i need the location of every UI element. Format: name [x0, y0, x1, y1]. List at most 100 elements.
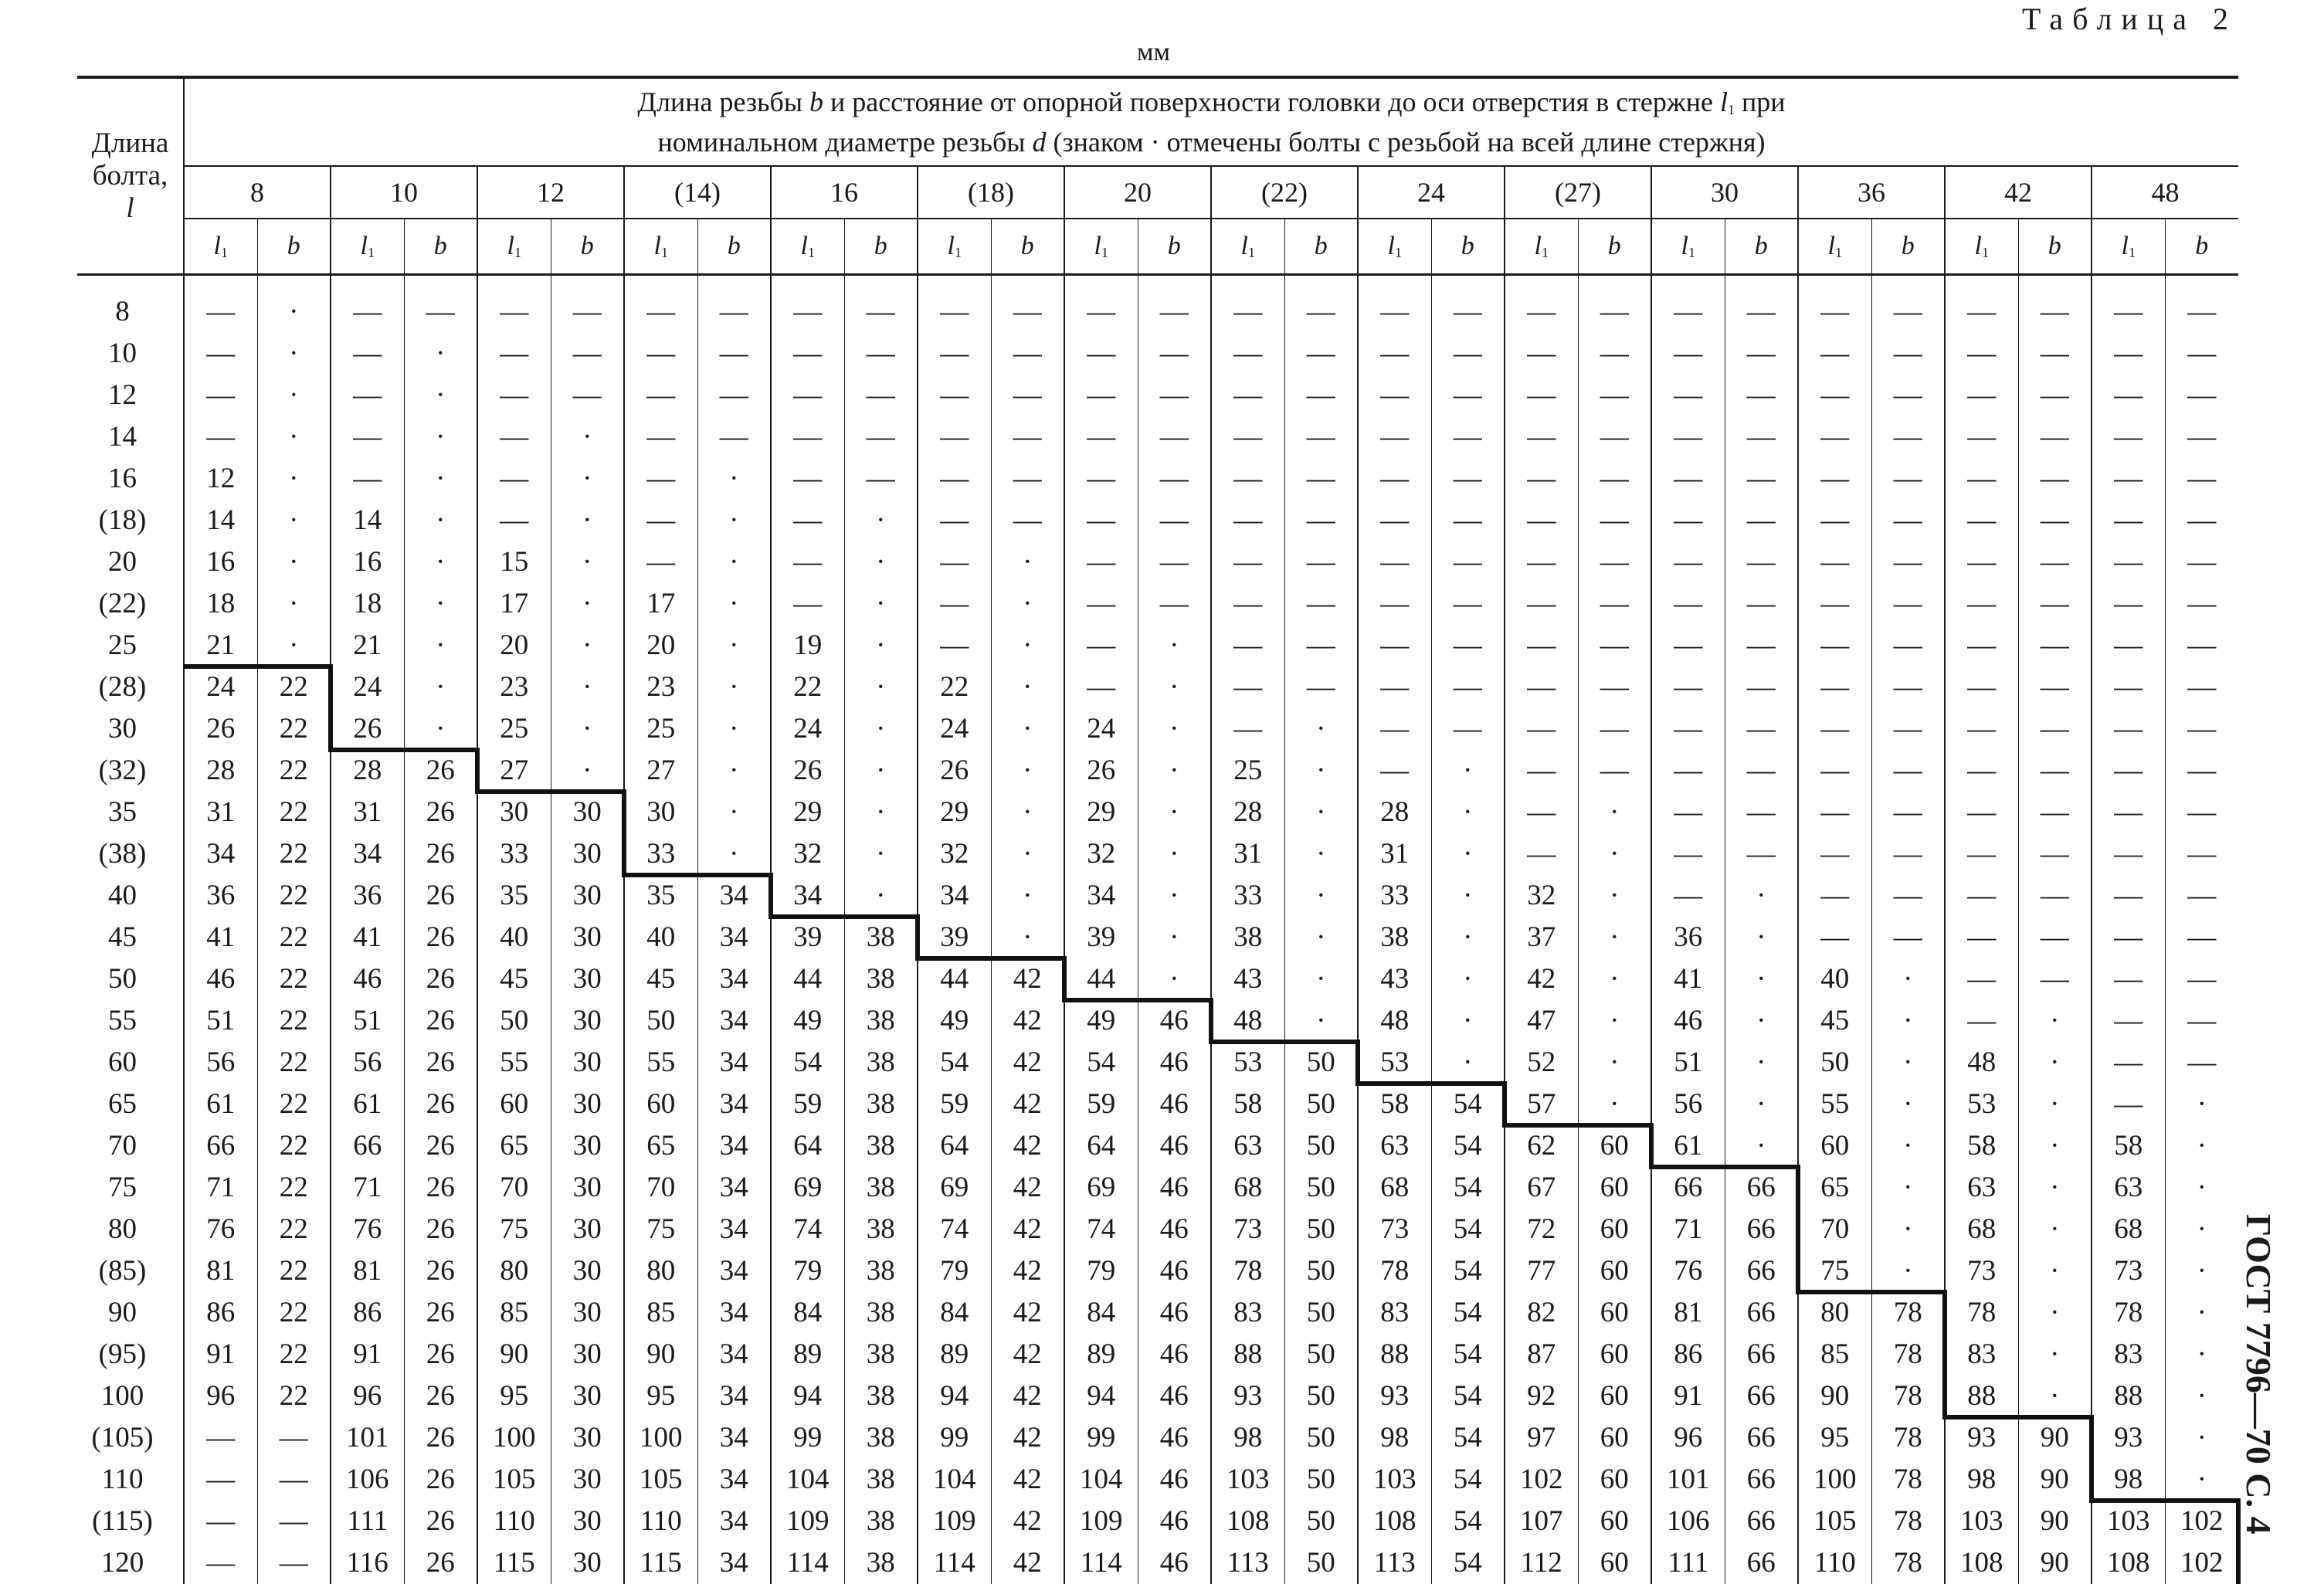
l1-value-cell: 106: [1651, 1501, 1725, 1542]
b-value-cell: 26: [403, 1501, 477, 1542]
l1-value-cell: —: [330, 416, 404, 458]
l1-value-cell: —: [1944, 291, 2018, 333]
l1-value-cell: —: [1064, 625, 1138, 667]
b-value-cell: 50: [1284, 1501, 1358, 1542]
b-value-cell: —: [1724, 625, 1798, 667]
l1-value-cell: 18: [330, 583, 404, 625]
gost-side-label: ГОСТ 7796—70 С. 4: [2239, 1214, 2278, 1535]
l1-value-cell: 74: [917, 1209, 991, 1250]
l1-value-cell: —: [1797, 458, 1871, 500]
l1-value-cell: —: [1210, 708, 1284, 750]
l1-value-cell: 98: [1944, 1459, 2018, 1501]
l1-value-cell: 98: [1210, 1417, 1284, 1459]
b-value-cell: ·: [1137, 792, 1211, 833]
b-value-cell: ·: [990, 833, 1064, 875]
l1-value-cell: 33: [1357, 875, 1431, 917]
b-value-cell: ·: [2164, 1250, 2238, 1292]
b-value-cell: ·: [1137, 875, 1211, 917]
b-value-cell: —: [2164, 291, 2238, 333]
b-value-cell: 30: [550, 1542, 624, 1584]
l1-value-cell: —: [917, 583, 991, 625]
b-value-cell: 26: [403, 1375, 477, 1417]
b-value-cell: ·: [1577, 917, 1651, 958]
b-value-cell: —: [2017, 875, 2092, 917]
l1-value-cell: —: [770, 416, 844, 458]
b-value-cell: —: [1871, 541, 1945, 583]
l1-subscript: 1: [1101, 245, 1108, 260]
l1-value-cell: 48: [1944, 1042, 2018, 1084]
l1-value-cell: —: [1210, 458, 1284, 500]
l1-letter: l: [507, 232, 514, 260]
b-value-cell: 38: [843, 1334, 918, 1375]
b-value-cell: —: [2164, 583, 2238, 625]
l1-value-cell: —: [1357, 750, 1431, 792]
b-value-cell: ·: [1430, 792, 1505, 833]
b-value-cell: 42: [990, 1417, 1064, 1459]
l1-value-cell: 58: [1357, 1084, 1431, 1125]
b-value-cell: —: [1430, 708, 1505, 750]
b-value-cell: —: [1284, 500, 1358, 541]
b-value-cell: 26: [403, 1292, 477, 1334]
b-value-cell: —: [1871, 792, 1945, 833]
l1-value-cell: 85: [1797, 1334, 1871, 1375]
l1-value-cell: 26: [183, 708, 257, 750]
l1-value-cell: 98: [2091, 1459, 2165, 1501]
b-value-cell: 34: [697, 1250, 771, 1292]
b-subheader: b: [1137, 219, 1211, 276]
l1-value-cell: 114: [917, 1542, 991, 1584]
b-value-cell: —: [1871, 416, 1945, 458]
l1-value-cell: —: [770, 291, 844, 333]
l1-value-cell: 82: [1504, 1292, 1578, 1334]
b-value-cell: ·: [1284, 917, 1358, 958]
b-subheader: b: [990, 219, 1064, 276]
l1-value-cell: 80: [623, 1250, 697, 1292]
l1-letter: l: [1681, 232, 1688, 260]
l1-value-cell: —: [1064, 541, 1138, 583]
l1-value-cell: —: [1064, 375, 1138, 416]
l1-value-cell: 54: [1064, 1042, 1138, 1084]
l1-value-cell: 53: [1210, 1042, 1284, 1084]
l1-subheader: l1: [2091, 219, 2165, 276]
l1-value-cell: —: [2091, 750, 2165, 792]
l1-value-cell: —: [1357, 708, 1431, 750]
l1-value-cell: —: [330, 375, 404, 416]
b-value-cell: ·: [1724, 1084, 1798, 1125]
l1-value-cell: 32: [1064, 833, 1138, 875]
l1-value-cell: 34: [1064, 875, 1138, 917]
l1-value-cell: —: [183, 1417, 257, 1459]
thread-length-table: Длина болта, l Длина резьбы b и расстоян…: [77, 76, 2238, 1584]
b-value-cell: ·: [2017, 1375, 2092, 1417]
l1-value-cell: 91: [183, 1334, 257, 1375]
b-value-cell: 26: [403, 1125, 477, 1167]
l1-value-cell: 36: [330, 875, 404, 917]
l1-value-cell: —: [2091, 667, 2165, 708]
b-value-cell: —: [1724, 541, 1798, 583]
l1-value-cell: 46: [1651, 1000, 1725, 1042]
b-value-cell: —: [1724, 833, 1798, 875]
b-value-cell: ·: [1577, 792, 1651, 833]
b-value-cell: ·: [1871, 1209, 1945, 1250]
b-subheader: b: [256, 219, 331, 276]
b-value-cell: ·: [990, 708, 1064, 750]
l1-value-cell: 99: [917, 1417, 991, 1459]
b-value-cell: 42: [990, 1125, 1064, 1167]
l1-value-cell: 75: [1797, 1250, 1871, 1292]
l1-value-cell: —: [2091, 500, 2165, 541]
b-value-cell: ·: [1724, 958, 1798, 1000]
l1-value-cell: —: [1797, 917, 1871, 958]
l1-value-cell: 59: [917, 1084, 991, 1125]
l1-value-cell: 88: [1944, 1375, 2018, 1417]
b-value-cell: —: [1724, 416, 1798, 458]
b-value-cell: 46: [1137, 1334, 1211, 1375]
b-value-cell: ·: [990, 625, 1064, 667]
b-value-cell: 34: [697, 1167, 771, 1209]
l1-value-cell: 39: [917, 917, 991, 958]
b-value-cell: —: [1284, 667, 1358, 708]
b-value-cell: 102: [2164, 1501, 2238, 1542]
bolt-length-cell: (105): [77, 1417, 185, 1459]
b-value-cell: 22: [256, 875, 331, 917]
l1-value-cell: 109: [1064, 1501, 1138, 1542]
l1-subheader: l1: [1210, 219, 1284, 276]
l1-value-cell: —: [1944, 958, 2018, 1000]
b-value-cell: 46: [1137, 1167, 1211, 1209]
